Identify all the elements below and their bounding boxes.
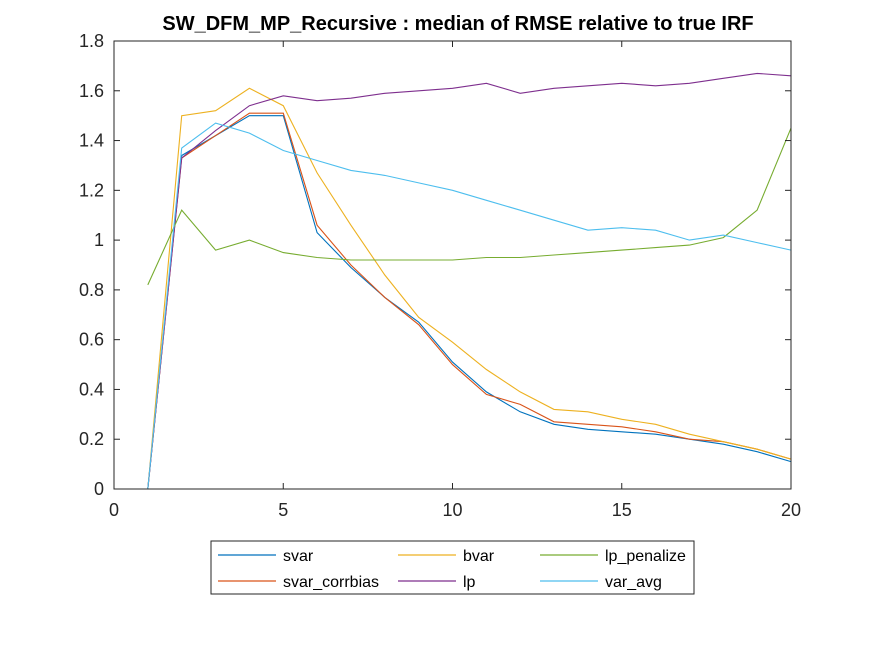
series-line-lp — [147, 72, 792, 490]
y-axis: 0 0.2 0.4 0.6 0.8 1 1.2 1.4 1.6 1.8 — [79, 31, 791, 499]
y-tick-label: 0.4 — [79, 379, 104, 399]
legend-label-svar-corrbias: svar_corrbias — [283, 574, 379, 591]
chart-title: SW_DFM_MP_Recursive : median of RMSE rel… — [162, 13, 753, 35]
axes-box — [113, 40, 792, 490]
legend-label-var-avg: var_avg — [605, 574, 662, 591]
y-tick-label: 1.6 — [79, 81, 104, 101]
legend-label-svar: svar — [283, 548, 314, 565]
series-line-svar-corrbias — [147, 112, 792, 490]
legend-label-bvar: bvar — [463, 548, 495, 565]
legend: svar bvar lp_penalize svar_corrbias lp var_av… — [210, 540, 695, 595]
series-line-bvar — [147, 87, 792, 490]
x-tick-label: 20 — [781, 500, 801, 520]
y-tick-label: 1.4 — [79, 131, 104, 151]
legend-box — [210, 540, 695, 595]
x-tick-label: 5 — [278, 500, 288, 520]
legend-label-lp-penalize: lp_penalize — [605, 548, 686, 565]
legend-label-lp: lp — [463, 574, 476, 591]
y-tick-label: 0.2 — [79, 429, 104, 449]
series-line-svar — [147, 115, 792, 490]
y-tick-label: 1.2 — [79, 180, 104, 200]
series-line-lp-penalize — [147, 127, 792, 286]
series-line-var-avg — [147, 122, 792, 490]
x-tick-label: 15 — [612, 500, 632, 520]
x-axis: 0 5 10 15 20 — [109, 41, 801, 520]
y-tick-label: 1.8 — [79, 31, 104, 51]
x-tick-label: 0 — [109, 500, 119, 520]
y-tick-label: 0.6 — [79, 330, 104, 350]
y-tick-label: 1 — [94, 230, 104, 250]
plot-lines — [147, 72, 792, 490]
y-tick-label: 0 — [94, 479, 104, 499]
y-tick-label: 0.8 — [79, 280, 104, 300]
x-tick-label: 10 — [442, 500, 462, 520]
